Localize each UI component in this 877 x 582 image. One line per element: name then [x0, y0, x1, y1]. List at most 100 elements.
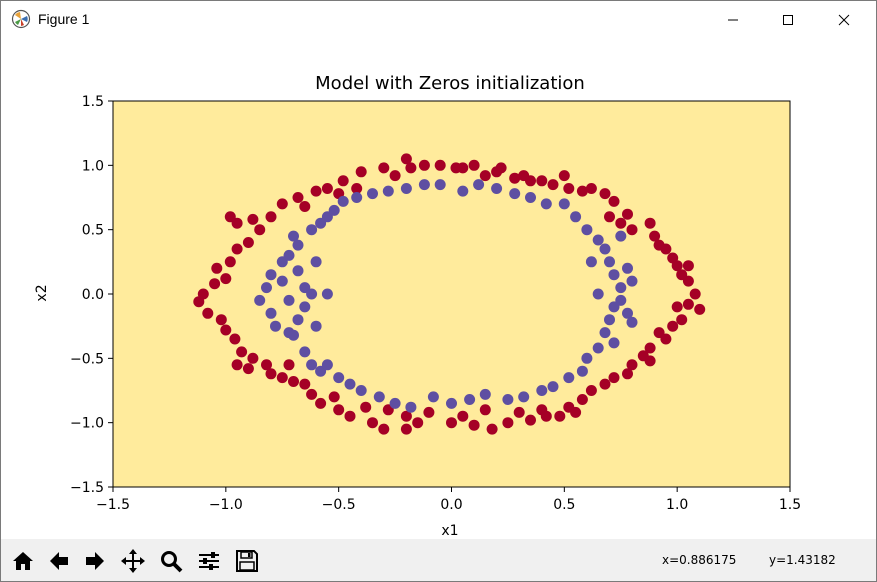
x-axis-label: x1: [441, 523, 458, 539]
scatter-point: [468, 419, 480, 431]
scatter-point: [247, 352, 259, 364]
home-icon[interactable]: [7, 543, 39, 579]
scatter-point: [446, 417, 457, 429]
scatter-point: [682, 298, 694, 310]
scatter-point: [231, 359, 243, 371]
scatter-point: [299, 201, 311, 212]
scatter-point: [626, 275, 638, 287]
scatter-point: [585, 385, 597, 396]
scatter-point: [644, 355, 656, 367]
scatter-point: [418, 159, 430, 171]
x-tick-label: −1.0: [209, 497, 243, 513]
x-tick-label: 1.0: [666, 497, 688, 513]
scatter-point: [660, 333, 672, 345]
configure-subplots-icon[interactable]: [193, 543, 225, 579]
scatter-point: [283, 359, 295, 371]
scatter-point: [694, 303, 706, 315]
scatter-point: [682, 260, 694, 272]
scatter-point: [265, 269, 277, 281]
scatter-point: [276, 198, 288, 210]
scatter-point: [247, 213, 259, 225]
scatter-point: [518, 391, 530, 403]
scatter-point: [351, 183, 363, 194]
scatter-point: [536, 385, 548, 396]
scatter-point: [276, 275, 288, 287]
scatter-point: [536, 175, 548, 187]
scatter-point: [224, 256, 236, 268]
minimize-icon[interactable]: [710, 1, 756, 39]
scatter-point: [283, 249, 295, 261]
scatter-point: [209, 278, 221, 290]
scatter-point: [622, 307, 633, 319]
scatter-point: [446, 397, 457, 409]
scatter-point: [434, 179, 446, 191]
back-arrow-icon[interactable]: [43, 543, 75, 579]
scatter-point: [660, 243, 672, 255]
scatter-point: [547, 179, 559, 191]
scatter-point: [299, 378, 311, 390]
scatter-point: [202, 307, 214, 319]
scatter-point: [525, 175, 536, 187]
scatter-point: [400, 183, 412, 194]
x-tick-label: −1.5: [96, 497, 130, 513]
scatter-point: [400, 410, 412, 422]
scatter-point: [360, 401, 372, 413]
figure-canvas[interactable]: −1.5 −1.0 −0.5 0.0 0.5 1.0 1.5 −1.5 −1.0 −0.5 0.0…: [1, 39, 876, 539]
scatter-point: [321, 359, 333, 371]
scatter-point: [671, 260, 683, 272]
scatter-point: [457, 185, 469, 197]
scatter-point: [351, 192, 363, 203]
x-tick-label: 1.5: [779, 497, 801, 513]
scatter-point: [644, 217, 656, 229]
y-tick-label: 1.5: [82, 94, 104, 110]
scatter-point: [509, 172, 521, 184]
scatter-point: [378, 423, 390, 435]
forward-arrow-icon[interactable]: [79, 543, 111, 579]
save-icon[interactable]: [231, 543, 263, 579]
scatter-point: [644, 342, 656, 354]
scatter-point: [667, 320, 679, 332]
scatter-point: [608, 269, 620, 281]
scatter-point: [626, 224, 638, 236]
scatter-point: [604, 256, 615, 268]
scatter-point: [276, 372, 288, 384]
scatter-point: [261, 282, 272, 294]
zoom-icon[interactable]: [155, 543, 187, 579]
y-tick-label: 0.0: [82, 287, 104, 303]
scatter-point: [310, 256, 322, 268]
scatter-point: [563, 372, 575, 384]
scatter-point: [231, 243, 243, 255]
scatter-point: [513, 406, 525, 418]
scatter-point: [473, 179, 485, 191]
close-icon[interactable]: [821, 1, 867, 39]
scatter-point: [355, 385, 367, 396]
x-axis-ticks: −1.5 −1.0 −0.5 0.0 0.5 1.0 1.5: [96, 487, 801, 513]
maximize-icon[interactable]: [765, 1, 811, 39]
scatter-point: [333, 372, 345, 384]
scatter-points: [193, 153, 706, 435]
y-tick-label: 1.0: [82, 158, 104, 174]
x-tick-label: −0.5: [322, 497, 356, 513]
pan-icon[interactable]: [117, 543, 149, 579]
scatter-point: [486, 423, 498, 435]
scatter-point: [525, 192, 536, 203]
scatter-point: [236, 346, 248, 358]
scatter-point: [265, 211, 277, 223]
scatter-point: [626, 316, 638, 328]
scatter-point: [333, 404, 345, 416]
scatter-point: [457, 410, 469, 422]
scatter-point: [547, 381, 559, 393]
scatter-point: [558, 198, 570, 210]
scatter-point: [418, 179, 430, 191]
scatter-point: [479, 404, 491, 416]
scatter-point: [581, 224, 593, 236]
scatter-point: [423, 406, 435, 418]
scatter-point: [405, 162, 417, 174]
scatter-point: [502, 394, 514, 405]
scatter-point: [321, 183, 333, 194]
scatter-point: [608, 301, 620, 313]
scatter-point: [229, 333, 241, 345]
scatter-point: [689, 288, 701, 300]
title-bar[interactable]: Figure 1: [1, 1, 876, 39]
scatter-point: [400, 423, 412, 435]
